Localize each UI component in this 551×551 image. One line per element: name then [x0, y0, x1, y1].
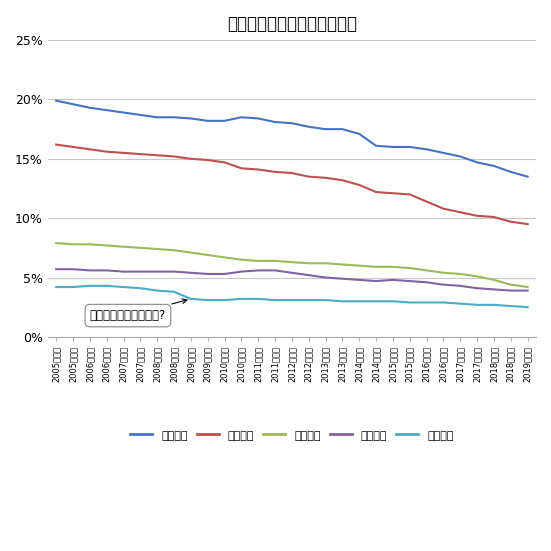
Text: 押し紙制度廃止の影響?: 押し紙制度廃止の影響?: [90, 299, 187, 322]
Legend: 読売新聆, 朝日新聆, 毎日新聆, 日経新聆, 産経新聆: 読売新聆, 朝日新聆, 毎日新聆, 日経新聆, 産経新聆: [126, 425, 458, 445]
Title: 主要全国紙の朝刊世帯普及率: 主要全国紙の朝刊世帯普及率: [227, 15, 357, 33]
